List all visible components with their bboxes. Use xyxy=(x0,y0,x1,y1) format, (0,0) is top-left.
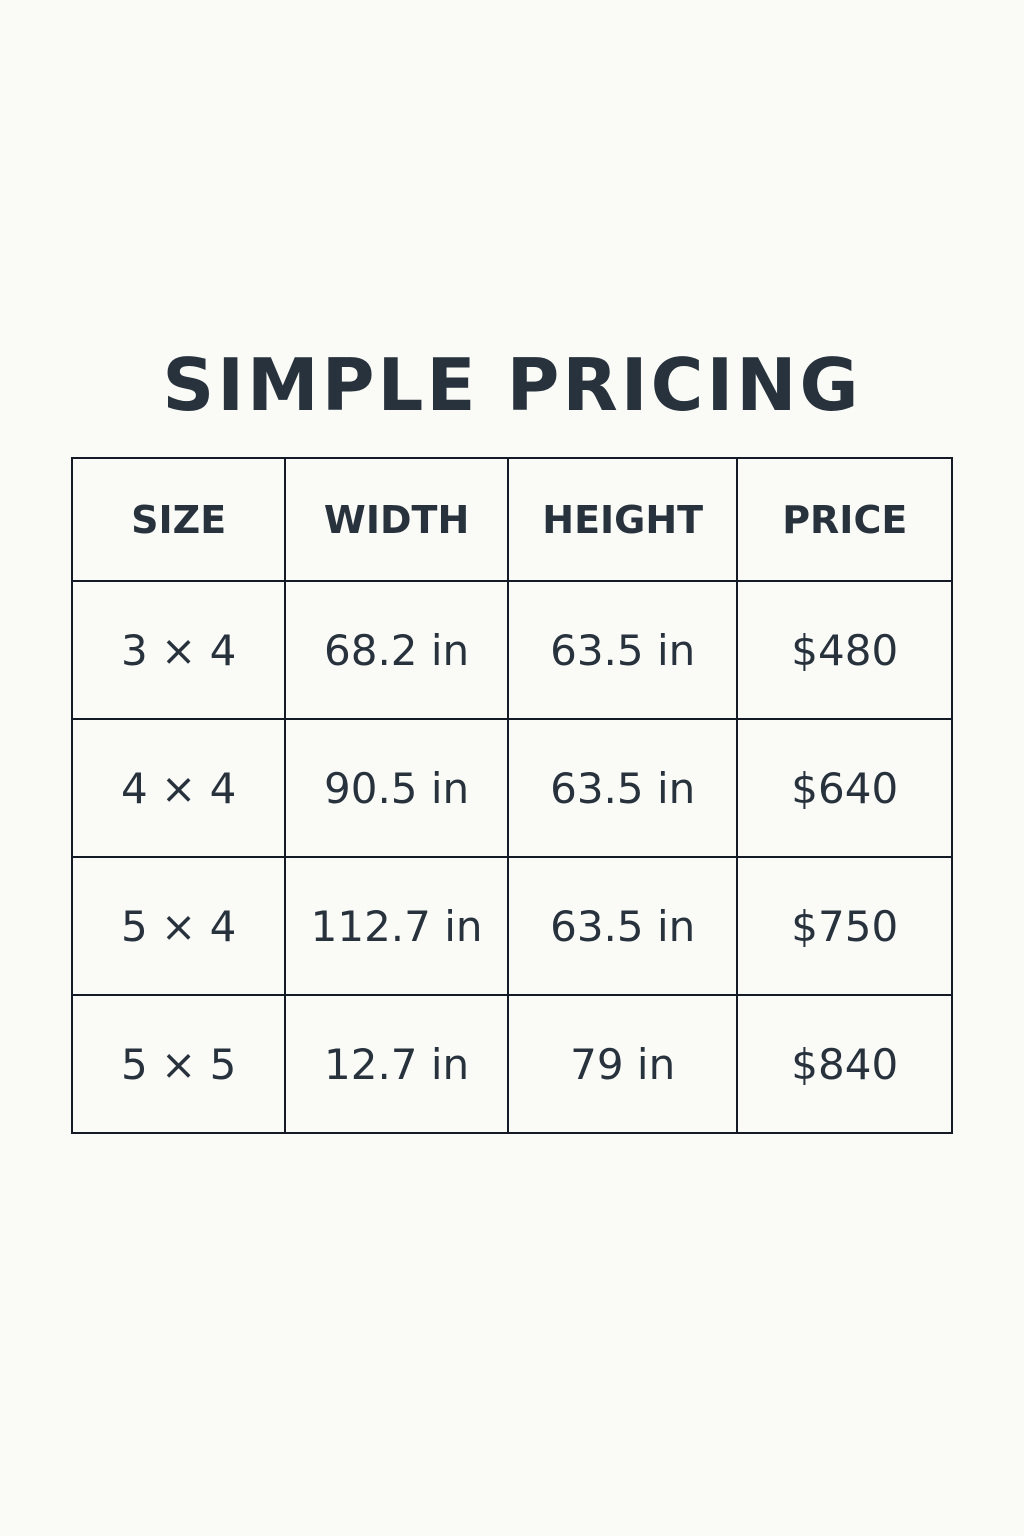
cell-width: 90.5 in xyxy=(284,718,509,858)
cell-size: 3 × 4 xyxy=(70,580,287,720)
cell-width: 112.7 in xyxy=(284,856,509,996)
cell-size: 5 × 5 xyxy=(70,994,287,1134)
cell-price: $640 xyxy=(736,718,953,858)
cell-height: 79 in xyxy=(506,994,739,1134)
cell-price: $840 xyxy=(736,994,953,1134)
header-width: WIDTH xyxy=(284,457,509,582)
table-header-row: SIZE WIDTH HEIGHT PRICE xyxy=(70,457,953,582)
pricing-table: SIZE WIDTH HEIGHT PRICE 3 × 4 68.2 in 63… xyxy=(70,457,953,1134)
cell-price: $480 xyxy=(736,580,953,720)
table-row: 3 × 4 68.2 in 63.5 in $480 xyxy=(70,580,953,720)
cell-height: 63.5 in xyxy=(506,718,739,858)
table-row: 4 × 4 90.5 in 63.5 in $640 xyxy=(70,718,953,858)
table-row: 5 × 5 12.7 in 79 in $840 xyxy=(70,994,953,1134)
cell-width: 12.7 in xyxy=(284,994,509,1134)
page-title: SIMPLE PRICING xyxy=(162,343,862,427)
cell-size: 4 × 4 xyxy=(70,718,287,858)
header-price: PRICE xyxy=(736,457,953,582)
table-row: 5 × 4 112.7 in 63.5 in $750 xyxy=(70,856,953,996)
cell-size: 5 × 4 xyxy=(70,856,287,996)
header-size: SIZE xyxy=(70,457,287,582)
cell-height: 63.5 in xyxy=(506,580,739,720)
cell-width: 68.2 in xyxy=(284,580,509,720)
cell-price: $750 xyxy=(736,856,953,996)
cell-height: 63.5 in xyxy=(506,856,739,996)
header-height: HEIGHT xyxy=(506,457,739,582)
